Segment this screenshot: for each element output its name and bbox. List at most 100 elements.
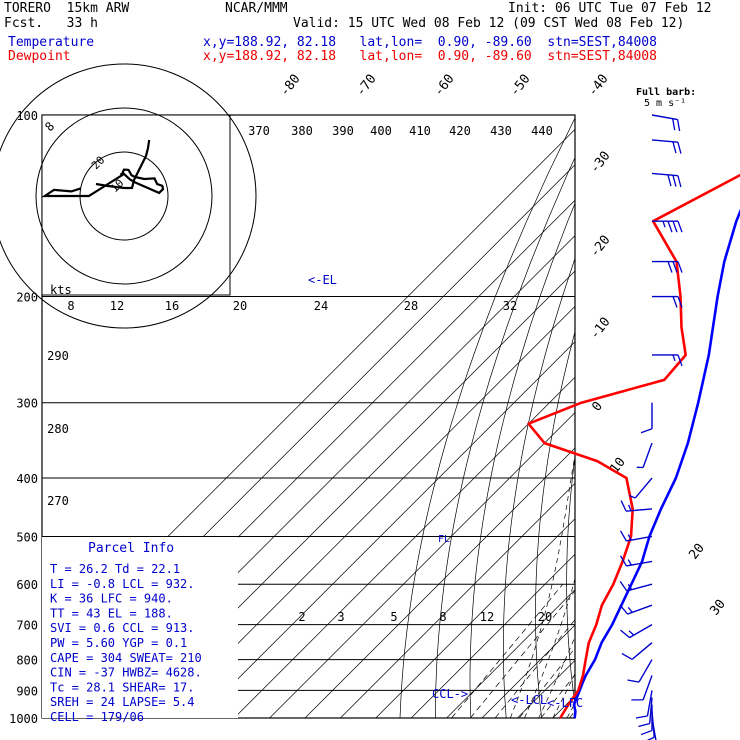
wind-barb-flag [620,629,630,639]
isotherm-label: 0 [589,399,606,414]
moist-adiabat-label: 24 [314,299,328,313]
hodograph-ring-30 [0,63,257,329]
wind-barb-staff [649,697,653,724]
parcel-info-title: Parcel Info [88,541,174,556]
wind-barb-flag [638,722,650,728]
temperature-legend: Temperature [8,35,95,50]
wind-barb-half-flag [628,630,635,636]
parcel-info-row: T = 26.2 Td = 22.1 [50,562,180,576]
parcel-info-row: Tc = 28.1 SHEAR= 17. [50,680,195,694]
wind-barb-flag [640,428,653,434]
wind-barb-flag [619,555,627,567]
isotherm [659,115,740,718]
forecast-hour: Fcst. 33 h [4,16,98,31]
isotherm-label: -20 [587,233,613,261]
parcel-info-row: CELL = 179/06 [50,710,144,724]
dewpoint-legend: Dewpoint [8,49,71,64]
wind-barb-flag [640,729,653,736]
theta-label: 290 [47,349,69,363]
pressure-tick-label: 500 [16,530,38,544]
dewpoint-location: x,y=188.92, 82.18 lat,lon= 0.90, -89.60 … [203,49,657,64]
theta-label: 400 [370,124,392,138]
isotherm [163,305,575,718]
wind-barb-half-flag [627,607,633,613]
isotherm [340,482,575,718]
moist-adiabat-label: 32 [503,299,517,313]
wind-barb-flag [667,220,673,233]
wind-barb-flag [667,174,672,187]
theta-label: 440 [531,124,553,138]
parcel-info-row: SVI = 0.6 CCL = 913. [50,621,195,635]
pressure-tick-label: 800 [16,654,38,668]
freezing-level-marker: FL [438,534,450,545]
dry-adiabat [708,115,740,731]
parcel-info-row: K = 36 LFC = 940. [50,592,173,606]
wind-barb-staff [627,604,653,615]
theta-label: 380 [291,124,313,138]
theta-label: 430 [490,124,512,138]
dry-adiabat [734,115,740,731]
hodograph-trace [41,168,165,198]
theta-label: 370 [248,124,270,138]
isotherm-label: -70 [353,72,379,100]
dry-adiabat [535,330,575,718]
wind-barb-flag [635,715,648,719]
moist-adiabat-label: 8 [67,299,74,313]
temperature-trace [572,208,740,719]
theta-label: 280 [47,422,69,436]
wind-barb-flag [677,296,683,308]
moist-adiabat [524,577,575,718]
moist-adiabat-label: 16 [165,299,179,313]
org-label: NCAR/MMM [225,1,288,16]
parcel-info-row: LI = -0.8 LCL = 932. [50,577,195,591]
init-time: Init: 06 UTC Tue 07 Feb 12 [508,1,712,16]
dry-adiabat [435,156,575,718]
dewpoint-trace [527,173,740,719]
dry-adiabat [654,115,723,731]
wind-barb-flag [672,220,678,233]
plot-area [42,115,740,731]
hodograph-frame [41,114,231,296]
wind-barb-flag [619,604,629,615]
barb-key-title: Full barb: [636,87,696,98]
pressure-tick-label: 900 [16,684,38,698]
wind-barb-half-flag [672,354,676,362]
mixing-ratio-label: 2 [298,610,305,624]
mixing-ratio-label: 8 [439,610,446,624]
wind-barb-flag [677,220,683,233]
parcel-info-row: TT = 43 EL = 188. [50,606,173,620]
parcel-info-row: PW = 5.60 YGP = 0.1 [50,636,187,650]
hodograph-upper-trace [95,139,151,190]
wind-barb-flag [677,175,682,188]
wind-barb-half-flag [627,584,633,591]
wind-barb-flag [672,175,677,187]
wind-barb-staff [651,139,678,143]
moist-adiabat [595,297,740,719]
wind-barb-staff [634,477,653,499]
wind-barb-half-flag [627,534,632,541]
wind-barb-half-flag [627,559,632,566]
wind-barb-staff [631,642,653,660]
el-marker: <-EL [308,273,337,287]
wind-barb-flag [667,261,673,273]
pressure-tick-label: 700 [16,619,38,633]
moist-adiabat-label: 20 [233,299,247,313]
pressure-tick-label: 400 [16,472,38,486]
wind-barb-flag [672,118,676,131]
dry-adiabat [469,202,575,718]
parcel-info-background [42,537,238,718]
isotherm [375,518,575,718]
model-title: TORERO 15km ARW [4,1,130,16]
isotherm [304,447,575,718]
moist-adiabat [509,452,575,718]
moist-adiabat [552,672,575,718]
theta-label: 420 [449,124,471,138]
hodograph-ring-20 [35,107,213,285]
lfc-marker: <-LFC [547,696,583,710]
isotherm-label: 30 [707,597,728,619]
isotherm [517,659,575,718]
dry-adiabat [681,115,740,731]
isotherm [198,341,575,718]
